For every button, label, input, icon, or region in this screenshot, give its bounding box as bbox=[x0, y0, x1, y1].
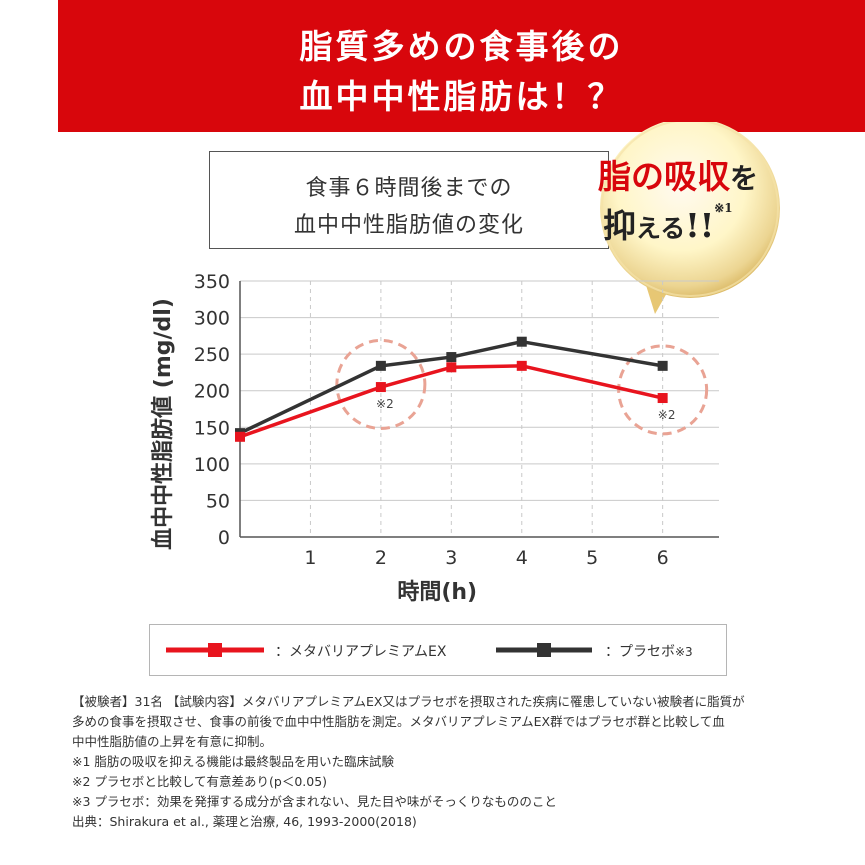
x-tick-label-5: 5 bbox=[586, 547, 598, 569]
badge-bubble bbox=[600, 122, 780, 314]
y-tick-label-250: 250 bbox=[194, 344, 230, 366]
chart-subtitle-line-1: 食事６時間後までの bbox=[305, 176, 513, 201]
x-axis-label: 時間(h) bbox=[397, 580, 477, 605]
badge-line-2: 抑える!!※1 bbox=[603, 199, 733, 247]
y-tick-label-200: 200 bbox=[194, 381, 230, 403]
significance-circle-1 bbox=[335, 338, 427, 430]
series-1-point-5 bbox=[657, 393, 668, 404]
chart-subtitle-line-2: 血中中性脂肪値の変化 bbox=[293, 213, 524, 238]
note-line-6: ※3 プラセボ：効果を発揮する成分が含まれない、見た目や味がそっくりなもののこと bbox=[72, 794, 557, 809]
note-line-5: ※2 プラセボと比較して有意差あり(p＜0.05) bbox=[72, 774, 328, 789]
x-tick-label-1: 1 bbox=[304, 547, 316, 569]
significance-circle-2 bbox=[617, 344, 709, 436]
title-banner: 脂質多めの食事後の 血中中性脂肪は！？ bbox=[58, 0, 865, 132]
banner-title-line-1: 脂質多めの食事後の bbox=[299, 27, 624, 66]
legend-swatches bbox=[166, 643, 592, 657]
legend-label-metabarrier: ：メタバリアプレミアムEX bbox=[275, 644, 447, 660]
y-axis-label: 血中中性脂肪値 (mg/dl) bbox=[150, 298, 176, 550]
series-2-point-2 bbox=[375, 360, 386, 371]
badge-line-2-exclaim: !! bbox=[685, 206, 715, 245]
y-tick-label-50: 50 bbox=[206, 490, 230, 512]
x-tick-label-4: 4 bbox=[516, 547, 528, 569]
x-tick-label-3: 3 bbox=[445, 547, 457, 569]
series-2-point-3 bbox=[446, 352, 457, 363]
series-1-point-2 bbox=[375, 382, 386, 393]
legend: ：メタバリアプレミアムEX ：プラセボ※3 bbox=[149, 624, 727, 676]
legend-marker-placebo bbox=[537, 643, 551, 657]
series-2-point-5 bbox=[657, 360, 668, 371]
legend-marker-metabarrier bbox=[208, 643, 222, 657]
y-tick-label-350: 350 bbox=[194, 271, 230, 293]
badge-line-2-small: える bbox=[636, 214, 686, 243]
legend-label-placebo-text: ：プラセボ bbox=[605, 644, 675, 660]
y-tick-label-0: 0 bbox=[218, 527, 230, 549]
y-tick-label-100: 100 bbox=[194, 454, 230, 476]
x-tick-label-6: 6 bbox=[657, 547, 669, 569]
note-line-7: 出典：Shirakura et al., 薬理と治療, 46, 1993-200… bbox=[72, 814, 417, 829]
y-tick-label-300: 300 bbox=[194, 308, 230, 330]
banner-title-line-2: 血中中性脂肪は！？ bbox=[299, 77, 624, 116]
significance-note-1: ※2 bbox=[376, 397, 394, 411]
series-2-point-4 bbox=[516, 336, 527, 347]
note-line-1: 【被験者】31名 【試験内容】メタバリアプレミアムEX又はプラセボを摂取された疾… bbox=[72, 694, 745, 709]
series-1-point-1 bbox=[235, 431, 245, 442]
note-line-3: 中中性脂肪値の上昇を有意に抑制。 bbox=[72, 734, 273, 749]
footnotes: 【被験者】31名 【試験内容】メタバリアプレミアムEX又はプラセボを摂取された疾… bbox=[72, 692, 802, 832]
y-tick-label-150: 150 bbox=[194, 417, 230, 439]
series-1-point-3 bbox=[446, 362, 457, 373]
legend-label-placebo: ：プラセボ※3 bbox=[605, 641, 693, 661]
badge-line-2-main: 抑 bbox=[603, 206, 636, 245]
badge-note-ref: ※1 bbox=[714, 201, 733, 215]
note-line-2: 多めの食事を摂取させ、食事の前後で血中中性脂肪を測定。メタバリアプレミアムEX群… bbox=[72, 714, 725, 729]
note-line-4: ※1 脂肪の吸収を抑える機能は最終製品を用いた臨床試験 bbox=[72, 754, 395, 769]
significance-note-2: ※2 bbox=[658, 408, 676, 422]
series-1-point-4 bbox=[516, 360, 527, 371]
badge-line-1-main: 脂の吸収 bbox=[598, 157, 730, 196]
badge-line-1: 脂の吸収を bbox=[598, 150, 758, 198]
x-tick-label-2: 2 bbox=[375, 547, 387, 569]
badge-line-1-particle: を bbox=[730, 162, 759, 195]
legend-placebo-note: ※3 bbox=[675, 645, 693, 659]
